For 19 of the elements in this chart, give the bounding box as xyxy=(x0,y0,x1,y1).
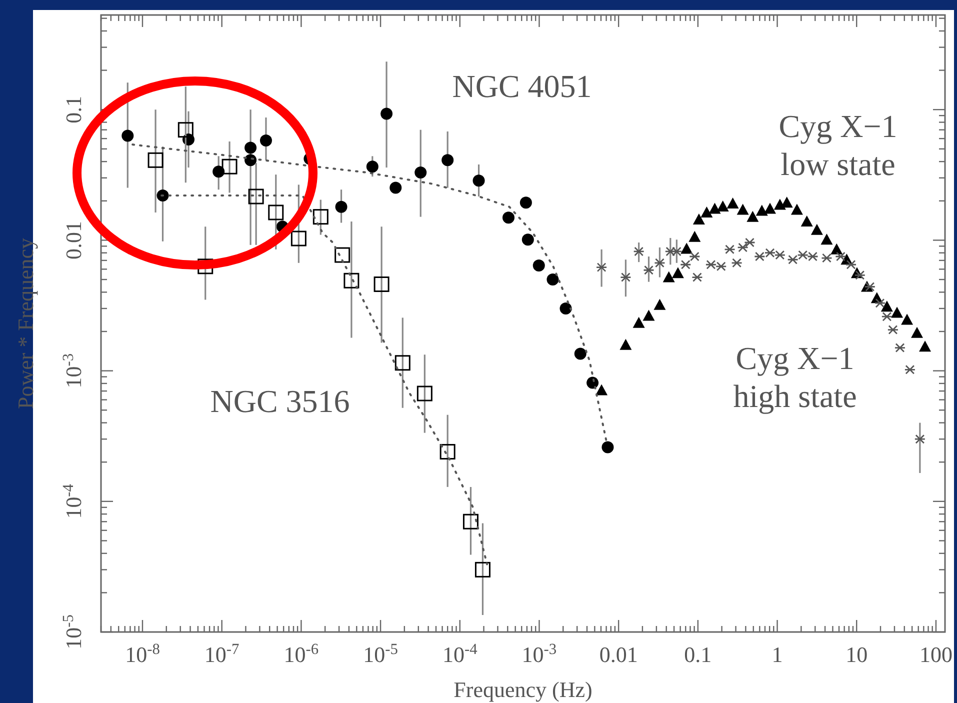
x-tick-label: 10$^{-6}$ xyxy=(284,640,319,667)
series-label: NGC 3516 xyxy=(210,383,350,419)
x-tick-label: 10$^{-7}$ xyxy=(204,640,240,667)
x-tick-label: 10$^{-4}$ xyxy=(442,640,478,667)
y-tick-label: 0.1 xyxy=(61,96,86,124)
series-label: NGC 4051 xyxy=(452,68,592,104)
x-tick-label: 1 xyxy=(772,642,783,667)
x-tick-label: 10 xyxy=(846,642,868,667)
series-label: Cyg X−1 high state xyxy=(733,340,857,414)
y-tick-label: 0.01 xyxy=(61,220,86,260)
x-tick-label: 0.01 xyxy=(599,642,638,667)
x-tick-label: 10$^{-3}$ xyxy=(522,640,557,667)
x-tick-label: 10$^{-5}$ xyxy=(363,640,398,667)
x-axis-title: Frequency (Hz) xyxy=(454,677,592,702)
series-label: Cyg X−1 low state xyxy=(778,108,898,182)
x-tick-label: 100 xyxy=(919,642,952,667)
x-tick-label: 10$^{-8}$ xyxy=(125,640,160,667)
y-axis-title: Power * Frequency xyxy=(13,238,38,410)
x-tick-label: 0.1 xyxy=(684,642,712,667)
